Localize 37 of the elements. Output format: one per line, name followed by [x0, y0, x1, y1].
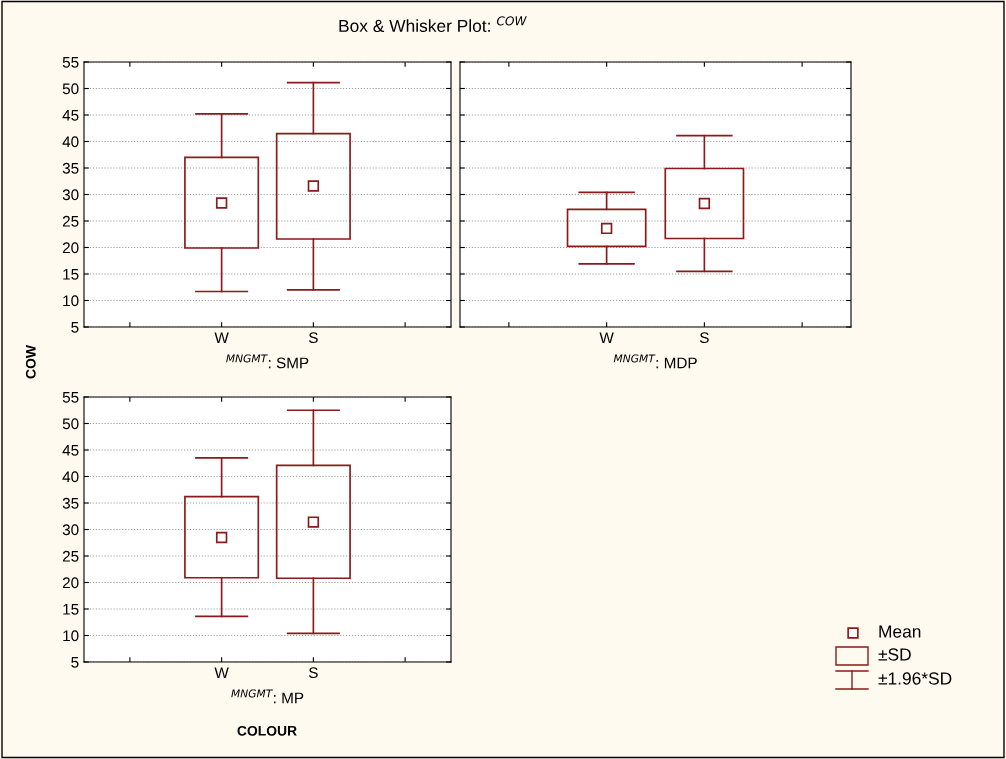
x-tick-label: W: [599, 332, 614, 343]
x-tick-label: S: [308, 667, 318, 679]
text: Box & Whisker Plot: $^{COW}$: [339, 16, 527, 33]
x-axis-title: $^{MNGMT}$: MP: [231, 689, 304, 704]
text: Mean: [879, 625, 921, 638]
y-tick-label: 25: [62, 550, 79, 562]
y-tick-label: 45: [62, 110, 79, 121]
y-tick-label: 10: [63, 630, 79, 642]
y-tick-label: 5: [71, 322, 79, 333]
y-tick-label: 25: [62, 215, 79, 227]
y-tick-label: 5: [71, 657, 79, 668]
x-axis-title: $^{MNGMT}$: MDP: [613, 354, 697, 369]
y-tick-label: 15: [63, 604, 79, 615]
y-axis-title: COW: [25, 345, 36, 379]
text: COLOUR: [237, 725, 297, 736]
text: ±SD: [878, 648, 911, 661]
x-tick-label: S: [699, 332, 709, 344]
y-tick-label: 20: [62, 577, 79, 589]
y-tick-label: 50: [62, 83, 79, 95]
x-tick-label: W: [214, 332, 229, 343]
y-tick-label: 40: [62, 471, 79, 483]
y-tick-label: 35: [62, 162, 79, 174]
y-tick-label: 15: [63, 269, 79, 280]
y-tick-label: 30: [62, 189, 79, 201]
y-tick-label: 40: [62, 136, 79, 148]
y-tick-label: 10: [63, 295, 79, 307]
y-tick-label: 55: [62, 57, 79, 68]
x-axis-title: $^{MNGMT}$: SMP: [226, 354, 309, 369]
y-tick-label: 45: [62, 445, 79, 456]
y-tick-label: 20: [62, 242, 79, 254]
y-tick-label: 30: [62, 524, 79, 536]
y-tick-label: 35: [62, 497, 79, 509]
y-tick-label: 55: [62, 392, 79, 403]
y-tick-label: 50: [62, 418, 79, 430]
text: ±1.96*SD: [878, 672, 952, 685]
x-tick-label: S: [308, 332, 318, 344]
x-tick-label: W: [214, 667, 229, 678]
